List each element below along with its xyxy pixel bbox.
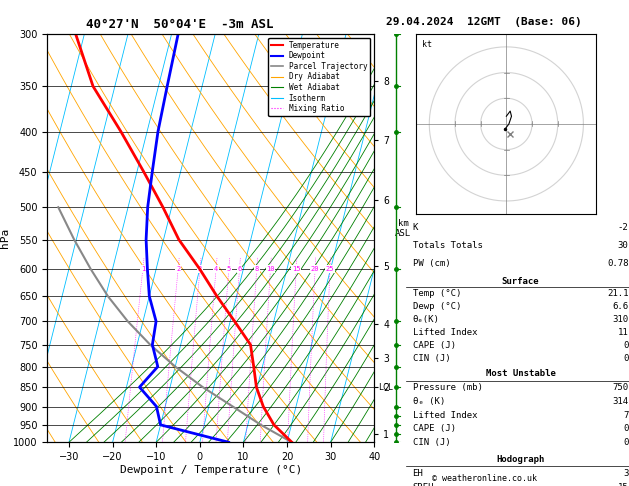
Y-axis label: km
ASL: km ASL [395, 219, 411, 238]
Text: 15: 15 [292, 266, 301, 272]
Text: 3: 3 [623, 469, 628, 478]
Text: Pressure (mb): Pressure (mb) [413, 383, 482, 392]
Text: Totals Totals: Totals Totals [413, 241, 482, 250]
Text: CIN (J): CIN (J) [413, 438, 450, 447]
Text: 6: 6 [237, 266, 242, 272]
Text: kt: kt [421, 40, 431, 49]
Text: Hodograph: Hodograph [496, 454, 545, 464]
Text: 0.78: 0.78 [607, 259, 628, 268]
Text: 11: 11 [618, 328, 628, 337]
Text: 3: 3 [198, 266, 202, 272]
Text: 0: 0 [623, 341, 628, 350]
Text: LCL: LCL [379, 382, 394, 392]
Text: CAPE (J): CAPE (J) [413, 341, 455, 350]
Text: 310: 310 [612, 315, 628, 324]
Text: 21.1: 21.1 [607, 289, 628, 298]
Text: 2: 2 [176, 266, 181, 272]
Text: Dewp (°C): Dewp (°C) [413, 302, 461, 311]
Text: CAPE (J): CAPE (J) [413, 424, 455, 434]
Text: 0: 0 [623, 354, 628, 363]
Text: 6.6: 6.6 [612, 302, 628, 311]
Text: 8: 8 [255, 266, 259, 272]
Text: 0: 0 [623, 424, 628, 434]
Text: 30: 30 [618, 241, 628, 250]
Text: Most Unstable: Most Unstable [486, 369, 555, 378]
Text: θₑ(K): θₑ(K) [413, 315, 440, 324]
Text: 750: 750 [612, 383, 628, 392]
Text: 5: 5 [226, 266, 231, 272]
Text: CIN (J): CIN (J) [413, 354, 450, 363]
Text: 15: 15 [618, 483, 628, 486]
Text: SREH: SREH [413, 483, 434, 486]
Text: 29.04.2024  12GMT  (Base: 06): 29.04.2024 12GMT (Base: 06) [386, 17, 582, 27]
Text: Temp (°C): Temp (°C) [413, 289, 461, 298]
Legend: Temperature, Dewpoint, Parcel Trajectory, Dry Adiabat, Wet Adiabat, Isotherm, Mi: Temperature, Dewpoint, Parcel Trajectory… [268, 38, 370, 116]
Text: θₑ (K): θₑ (K) [413, 397, 445, 406]
Text: 20: 20 [311, 266, 320, 272]
Text: 4: 4 [214, 266, 218, 272]
Text: 10: 10 [266, 266, 275, 272]
Text: 7: 7 [623, 411, 628, 419]
Text: -2: -2 [618, 223, 628, 232]
Text: 25: 25 [326, 266, 334, 272]
Text: EH: EH [413, 469, 423, 478]
Text: Surface: Surface [502, 277, 539, 285]
Y-axis label: hPa: hPa [0, 228, 10, 248]
Text: 40°27'N  50°04'E  -3m ASL: 40°27'N 50°04'E -3m ASL [86, 18, 274, 32]
Text: Lifted Index: Lifted Index [413, 411, 477, 419]
Text: K: K [413, 223, 418, 232]
Text: © weatheronline.co.uk: © weatheronline.co.uk [432, 474, 537, 483]
X-axis label: Dewpoint / Temperature (°C): Dewpoint / Temperature (°C) [120, 465, 302, 475]
Text: Lifted Index: Lifted Index [413, 328, 477, 337]
Text: 0: 0 [623, 438, 628, 447]
Text: PW (cm): PW (cm) [413, 259, 450, 268]
Text: 314: 314 [612, 397, 628, 406]
Text: 1: 1 [141, 266, 145, 272]
